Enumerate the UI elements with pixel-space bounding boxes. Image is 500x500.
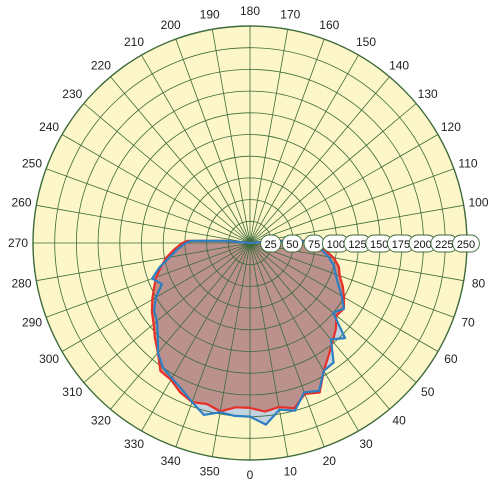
grid-spoke: [36, 242, 251, 282]
grid-spoke: [36, 204, 251, 244]
series-outline-layer: [150, 239, 347, 426]
radial-label-badge: [260, 234, 282, 253]
radial-tick-label: 25: [260, 234, 282, 253]
angle-tick-label: 200: [161, 18, 181, 32]
angle-tick-label: 60: [444, 352, 458, 366]
grid-spoke: [249, 54, 359, 244]
radial-tick-label: 175: [387, 234, 415, 253]
grid-spoke: [249, 29, 289, 244]
grid-spoke: [175, 38, 251, 244]
grid-spoke: [249, 242, 359, 432]
radial-label-text: 100: [327, 239, 345, 251]
radial-label-text: 150: [370, 239, 388, 251]
angle-tick-label: 40: [392, 414, 406, 428]
grid-spoke: [110, 76, 251, 244]
grid-spoke: [45, 168, 251, 244]
radial-label-text: 75: [308, 239, 320, 251]
angle-tick-label: 350: [200, 465, 220, 479]
angle-tick-label: 340: [161, 454, 181, 468]
angle-tick-label: 210: [124, 35, 144, 49]
angle-tick-label: 330: [124, 437, 144, 451]
grid-spoke: [141, 54, 251, 244]
angle-tick-label: 80: [472, 276, 486, 290]
grid-spoke: [249, 168, 455, 244]
angle-tick-label: 320: [91, 414, 111, 428]
angle-tick-label: 160: [319, 18, 339, 32]
angle-tick-label: 260: [11, 196, 31, 210]
angle-tick-label: 110: [458, 157, 477, 171]
radial-label-text: 125: [348, 239, 366, 251]
grid-spoke: [45, 242, 251, 318]
grid-spoke: [249, 242, 455, 318]
series-2-line: [151, 239, 347, 426]
radial-label-badge: [452, 234, 480, 253]
angle-tick-label: 310: [62, 385, 82, 399]
angle-tick-label: 300: [39, 352, 59, 366]
grid-spoke: [83, 103, 251, 244]
angle-tick-label: 250: [22, 157, 42, 171]
angle-tick-label: 220: [91, 58, 111, 72]
radial-label-text: 225: [435, 239, 453, 251]
angle-tick-label: 10: [284, 465, 298, 479]
grid-spoke: [249, 76, 390, 244]
radial-label-text: 250: [457, 239, 475, 251]
radial-tick-label: 75: [303, 234, 325, 253]
angle-tick-label: 190: [200, 8, 220, 22]
angle-tick-label: 280: [11, 276, 31, 290]
radial-label-text: 25: [265, 239, 277, 251]
grid-spoke: [83, 242, 251, 383]
angle-labels: 0 10 20 30 40 50 60 70 80 100 110 120 130 140 150 160 17…: [8, 4, 489, 482]
grid-spoke: [249, 134, 439, 244]
angle-tick-label: 0: [247, 468, 254, 482]
angle-tick-label: 240: [39, 120, 59, 134]
angle-tick-label: 130: [418, 87, 438, 101]
grid-spoke: [141, 242, 251, 432]
radial-tick-label: 150: [365, 234, 394, 253]
radial-labels: 25 50 75 100 125 150 175 200 225 250: [260, 234, 480, 253]
angle-tick-label: 70: [461, 315, 475, 329]
grid-spoke: [175, 242, 251, 448]
radial-tick-label: 100: [321, 234, 350, 253]
angle-tick-label: 180: [240, 4, 260, 18]
angle-tick-label: 30: [359, 437, 373, 451]
grid-spoke: [61, 134, 251, 244]
grid-spoke: [249, 242, 289, 457]
radial-tick-label: 125: [343, 234, 372, 253]
angle-tick-label: 230: [62, 87, 82, 101]
grid-spoke: [249, 242, 325, 448]
radial-label-text: 200: [413, 239, 431, 251]
angle-tick-label: 150: [356, 35, 376, 49]
radial-tick-label: 200: [408, 234, 437, 253]
angle-tick-label: 290: [22, 315, 42, 329]
angle-tick-label: 50: [421, 385, 435, 399]
radial-label-badge: [281, 234, 303, 253]
angle-tick-label: 170: [280, 8, 300, 22]
angle-tick-label: 270: [8, 236, 28, 250]
angle-tick-label: 20: [323, 454, 337, 468]
radial-label-text: 175: [392, 239, 410, 251]
radial-tick-label: 50: [281, 234, 303, 253]
angle-tick-label: 120: [441, 120, 461, 134]
grid-spoke: [110, 242, 251, 410]
angle-tick-label: 140: [389, 58, 409, 72]
grid-spoke: [211, 242, 251, 457]
grid-spoke: [249, 38, 325, 244]
grid-spoke: [211, 29, 251, 244]
grid-spoke: [249, 103, 417, 244]
radial-label-text: 50: [286, 239, 298, 251]
radial-tick-label: 250: [452, 234, 480, 253]
grid-spoke: [249, 242, 390, 410]
angle-tick-label: 100: [468, 196, 488, 210]
